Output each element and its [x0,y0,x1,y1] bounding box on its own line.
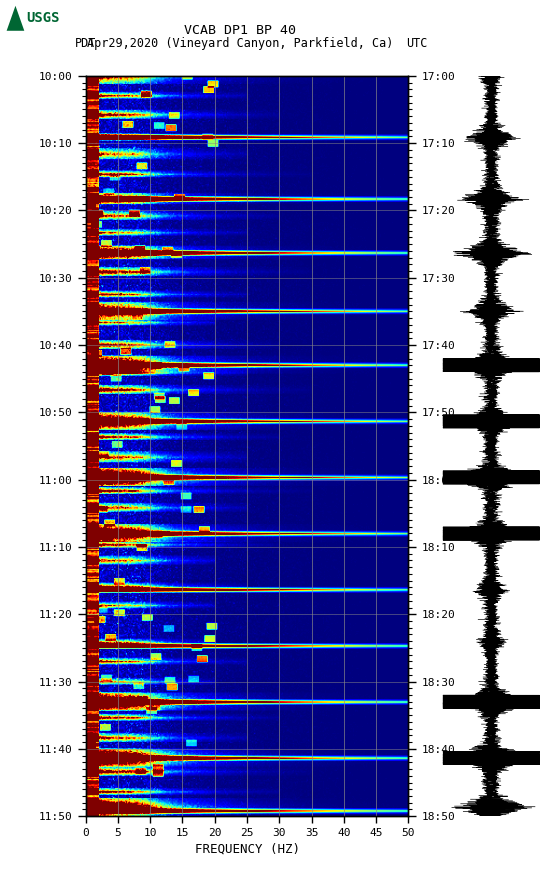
Text: UTC: UTC [406,37,427,50]
Text: VCAB DP1 BP 40: VCAB DP1 BP 40 [184,24,296,37]
Text: Apr29,2020 (Vineyard Canyon, Parkfield, Ca): Apr29,2020 (Vineyard Canyon, Parkfield, … [87,37,394,50]
Polygon shape [7,6,24,31]
Text: PDT: PDT [75,37,96,50]
Text: USGS: USGS [26,12,60,25]
X-axis label: FREQUENCY (HZ): FREQUENCY (HZ) [194,842,300,855]
